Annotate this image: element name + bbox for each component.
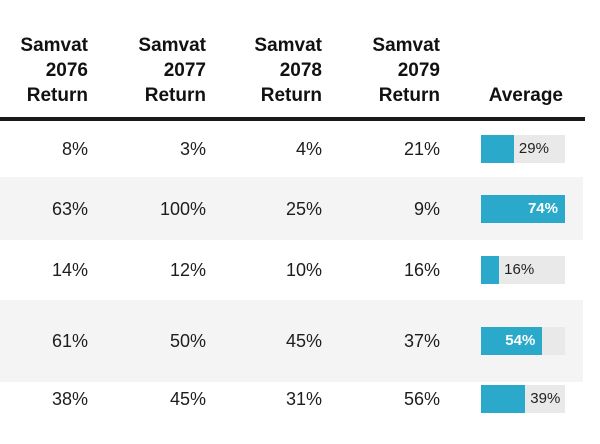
return-value-cell: 61% [51, 331, 88, 351]
return-value-cell: 8% [61, 139, 88, 159]
return-value-cell: 12% [169, 260, 206, 280]
average-bar-fill: 74% [481, 194, 565, 223]
return-value-cell: 38% [51, 389, 88, 409]
return-value-cell: 31% [285, 389, 322, 409]
header-samvat-2079-return: Samvat 2079 Return [372, 35, 440, 106]
average-bar-label: 29% [518, 140, 549, 157]
return-value-cell: 10% [285, 260, 322, 280]
return-value-cell: 4% [295, 139, 322, 159]
average-bar-track: 74% [481, 194, 565, 223]
header-samvat-2076-return: Samvat 2076 Return [20, 35, 88, 106]
average-bar-fill: 54% [481, 327, 543, 355]
table-row: 61% 50% 45% 37% 54% [0, 300, 583, 382]
average-bar-track: 16% [481, 256, 565, 284]
return-value-cell: 100% [159, 198, 206, 219]
return-value-cell: 45% [285, 331, 322, 351]
return-value-cell: 21% [403, 139, 440, 159]
return-value-cell: 25% [285, 198, 322, 219]
returns-table: Samvat 2076 Return Samvat 2077 Return Sa… [0, 0, 585, 444]
return-value-cell: 63% [51, 198, 88, 219]
average-bar-label: 16% [504, 261, 535, 278]
header-samvat-2078-return: Samvat 2078 Return [254, 35, 322, 106]
average-bar-label: 39% [530, 390, 561, 407]
header-average: Average [488, 85, 563, 106]
table-header-row: Samvat 2076 Return Samvat 2077 Return Sa… [0, 0, 585, 121]
average-bar-track: 39% [481, 385, 565, 413]
table-row: 38% 45% 31% 56% 39% [0, 382, 583, 444]
table-row: 8% 3% 4% 21% 29% [0, 121, 583, 177]
average-bar-fill [481, 135, 514, 163]
header-samvat-2077-return: Samvat 2077 Return [138, 35, 206, 106]
return-value-cell: 16% [403, 260, 440, 280]
return-value-cell: 37% [403, 331, 440, 351]
average-bar-fill [481, 385, 526, 413]
return-value-cell: 9% [413, 198, 440, 219]
average-bar-label: 54% [505, 332, 536, 349]
table-row: 63% 100% 25% 9% 74% [0, 177, 583, 240]
return-value-cell: 50% [169, 331, 206, 351]
return-value-cell: 14% [51, 260, 88, 280]
average-bar-track: 29% [481, 135, 565, 163]
average-bar-fill [481, 256, 500, 284]
return-value-cell: 45% [169, 389, 206, 409]
average-bar-label: 74% [527, 199, 558, 217]
average-bar-track: 54% [481, 327, 565, 355]
table-body: 8% 3% 4% 21% 29% 63% 100% 25% 9% 74% 14%… [0, 121, 585, 444]
table-row: 14% 12% 10% 16% 16% [0, 240, 583, 300]
return-value-cell: 3% [179, 139, 206, 159]
return-value-cell: 56% [403, 389, 440, 409]
